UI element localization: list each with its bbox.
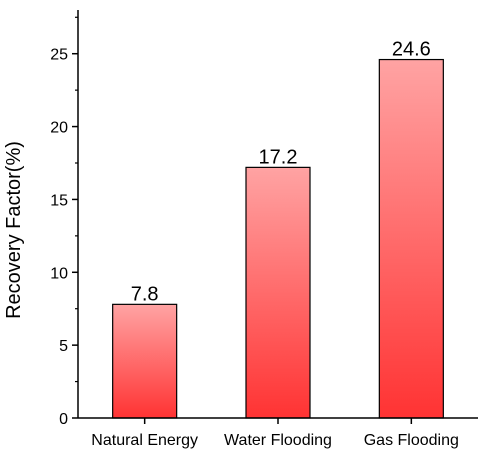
bar-gas-flooding — [378, 58, 444, 419]
bar-natural-energy — [112, 303, 178, 419]
bars-layer — [112, 58, 444, 419]
bar-water-flooding — [245, 166, 311, 419]
y-ticks-layer: 0 5 10 15 20 25 — [50, 16, 78, 428]
y-tick-label: 15 — [50, 192, 68, 209]
y-tick-label: 0 — [59, 411, 68, 428]
data-label: 17.2 — [259, 146, 298, 168]
x-tick-label: Gas Flooding — [364, 432, 459, 449]
data-label: 7.8 — [131, 283, 159, 305]
y-tick-label: 25 — [50, 47, 68, 64]
y-axis-label: Recovery Factor(%) — [3, 141, 25, 319]
y-tick-label: 5 — [59, 338, 68, 355]
y-tick-label: 10 — [50, 265, 68, 282]
x-ticks-layer: Natural Energy Water Flooding Gas Flooding — [91, 418, 459, 449]
x-tick-label: Water Flooding — [224, 432, 332, 449]
data-labels-layer: 7.8 17.2 24.6 — [131, 39, 431, 306]
y-tick-label: 20 — [50, 120, 68, 137]
data-label: 24.6 — [392, 39, 431, 61]
x-tick-label: Natural Energy — [91, 432, 198, 449]
